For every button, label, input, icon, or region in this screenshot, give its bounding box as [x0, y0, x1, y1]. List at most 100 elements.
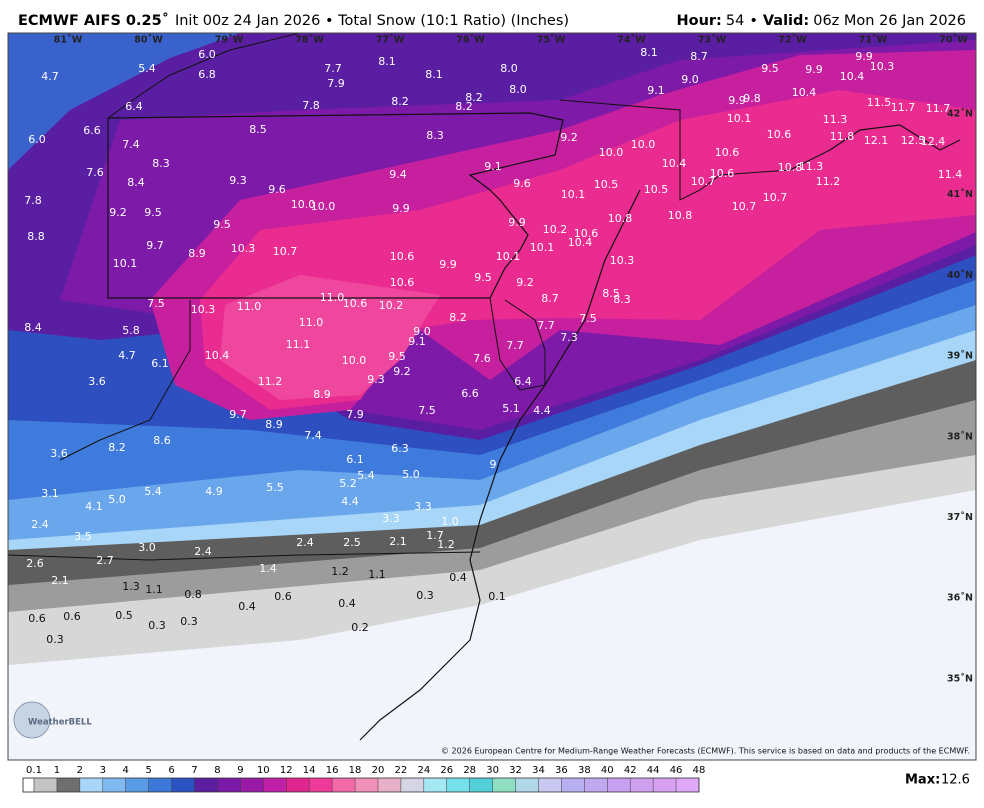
snow-amount-label: 10.8: [608, 212, 633, 225]
snow-amount-label: 0.3: [416, 589, 434, 602]
snow-amount-label: 3.5: [74, 530, 92, 543]
snow-amount-label: 9.6: [513, 177, 531, 190]
snow-amount-label: 11.4: [938, 168, 963, 181]
snow-amount-label: 10.4: [840, 70, 865, 83]
model-title: ECMWF AIFS 0.25˚: [18, 12, 169, 29]
hour-label: Hour:: [676, 13, 721, 29]
snow-amount-label: 9.5: [474, 271, 492, 284]
snow-amount-label: 8.1: [640, 46, 658, 59]
colorbar-tick-label: 9: [237, 765, 243, 776]
longitude-label: 73˚W: [698, 35, 727, 46]
colorbar-swatch: [607, 778, 631, 792]
snow-amount-label: 2.1: [389, 535, 407, 548]
snow-amount-label: 9.9: [508, 216, 526, 229]
snow-amount-label: 8.7: [541, 292, 559, 305]
longitude-label: 79˚W: [215, 35, 244, 46]
header-left: ECMWF AIFS 0.25˚ Init 00z 24 Jan 2026 • T…: [18, 12, 569, 29]
snow-amount-label: 5.2: [339, 477, 357, 490]
colorbar-tick-label: 46: [670, 765, 683, 776]
colorbar-swatch: [492, 778, 516, 792]
colorbar-tick-label: 10: [257, 765, 270, 776]
snow-amount-label: 6.0: [198, 48, 216, 61]
snow-amount-label: 10.0: [631, 138, 656, 151]
snow-amount-label: 0.5: [115, 609, 133, 622]
snow-amount-label: 1.3: [122, 580, 140, 593]
valid-label: Valid:: [763, 13, 809, 29]
header-subtitle: Init 00z 24 Jan 2026 • Total Snow (10:1 …: [175, 13, 569, 29]
colorbar-swatch: [400, 778, 424, 792]
snow-amount-label: 11.2: [258, 375, 283, 388]
colorbar-tick-label: 6: [168, 765, 174, 776]
snow-amount-label: 9: [490, 458, 497, 471]
logo: WeatherBELL: [28, 718, 92, 728]
snow-amount-label: 9.5: [213, 218, 231, 231]
snow-amount-label: 7.5: [579, 312, 597, 325]
colorbar-tick-label: 38: [578, 765, 591, 776]
band-top-blue: [8, 33, 240, 170]
snow-amount-label: 7.9: [346, 408, 364, 421]
snow-amount-label: 3.3: [382, 512, 400, 525]
snow-amount-label: 10.4: [205, 349, 230, 362]
snow-amount-label: 11.0: [299, 316, 324, 329]
colorbar-swatch: [469, 778, 493, 792]
snow-amount-label: 10.8: [778, 161, 803, 174]
snow-amount-label: 2.6: [26, 557, 44, 570]
longitude-label: 72˚W: [778, 35, 807, 46]
colorbar-tick-label: 18: [349, 765, 362, 776]
snow-amount-label: 10.1: [113, 257, 138, 270]
snow-amount-label: 10.5: [644, 183, 669, 196]
colorbar-swatch: [263, 778, 287, 792]
max-value: 12.6: [941, 773, 970, 788]
snow-amount-label: 8.7: [690, 50, 708, 63]
snow-amount-label: 0.6: [28, 612, 46, 625]
snow-amount-label: 7.7: [537, 319, 555, 332]
colorbar-tick-label: 20: [372, 765, 385, 776]
colorbar-tick-label: 7: [191, 765, 197, 776]
snow-amount-label: 8.2: [465, 91, 483, 104]
colorbar-tick-label: 2: [77, 765, 83, 776]
colorbar-swatch: [332, 778, 356, 792]
snow-amount-label: 9.7: [229, 408, 247, 421]
band-hot-pink: [220, 275, 440, 400]
snow-amount-label: 10.2: [379, 299, 404, 312]
snow-amount-label: 1.1: [145, 583, 163, 596]
snow-amount-label: 6.4: [125, 100, 143, 113]
colorbar-tick-label: 14: [303, 765, 316, 776]
snow-amount-label: 0.6: [63, 610, 81, 623]
snow-amount-label: 10.1: [496, 250, 521, 263]
snow-amount-label: 6.6: [461, 387, 479, 400]
state-border: [8, 551, 481, 561]
snow-amount-label: 9.9: [392, 202, 410, 215]
snow-amount-label: 10.6: [390, 250, 415, 263]
snow-amount-label: 8.2: [108, 441, 126, 454]
snow-amount-label: 3.6: [50, 447, 68, 460]
snow-amount-label: 8.6: [153, 434, 171, 447]
snow-amount-label: 10.4: [662, 157, 687, 170]
logo-globe: [13, 701, 51, 739]
colorbar-tick-label: 24: [417, 765, 430, 776]
snow-amount-label: 10.0: [599, 146, 624, 159]
snow-amount-label: 9.3: [367, 373, 385, 386]
snow-amount-label: 10.6: [390, 276, 415, 289]
longitude-label: 81˚W: [54, 35, 83, 46]
snow-amount-label: 8.3: [613, 293, 631, 306]
snow-amount-label: 9.9: [728, 94, 746, 107]
snow-amount-label: 9.3: [229, 174, 247, 187]
credit: © 2026 European Centre for Medium-Range …: [441, 747, 970, 756]
colorbar-swatch: [355, 778, 378, 792]
state-border: [59, 300, 191, 461]
colorbar-swatch: [377, 778, 401, 792]
snow-amount-label: 11.3: [823, 113, 848, 126]
snow-amount-label: 8.4: [24, 321, 42, 334]
colorbar-tick-label: 36: [555, 765, 568, 776]
coastline: [544, 189, 641, 386]
snow-amount-label: 12.4: [921, 135, 946, 148]
longitude-label: 76˚W: [456, 35, 485, 46]
snow-amount-label: 12.1: [864, 134, 889, 147]
colorbar-swatch: [538, 778, 562, 792]
snow-amount-label: 7.9: [327, 77, 345, 90]
snow-amount-label: 8.1: [378, 55, 396, 68]
snow-amount-label: 5.4: [138, 62, 156, 75]
snow-amount-label: 9.7: [146, 239, 164, 252]
state-border: [559, 99, 831, 201]
